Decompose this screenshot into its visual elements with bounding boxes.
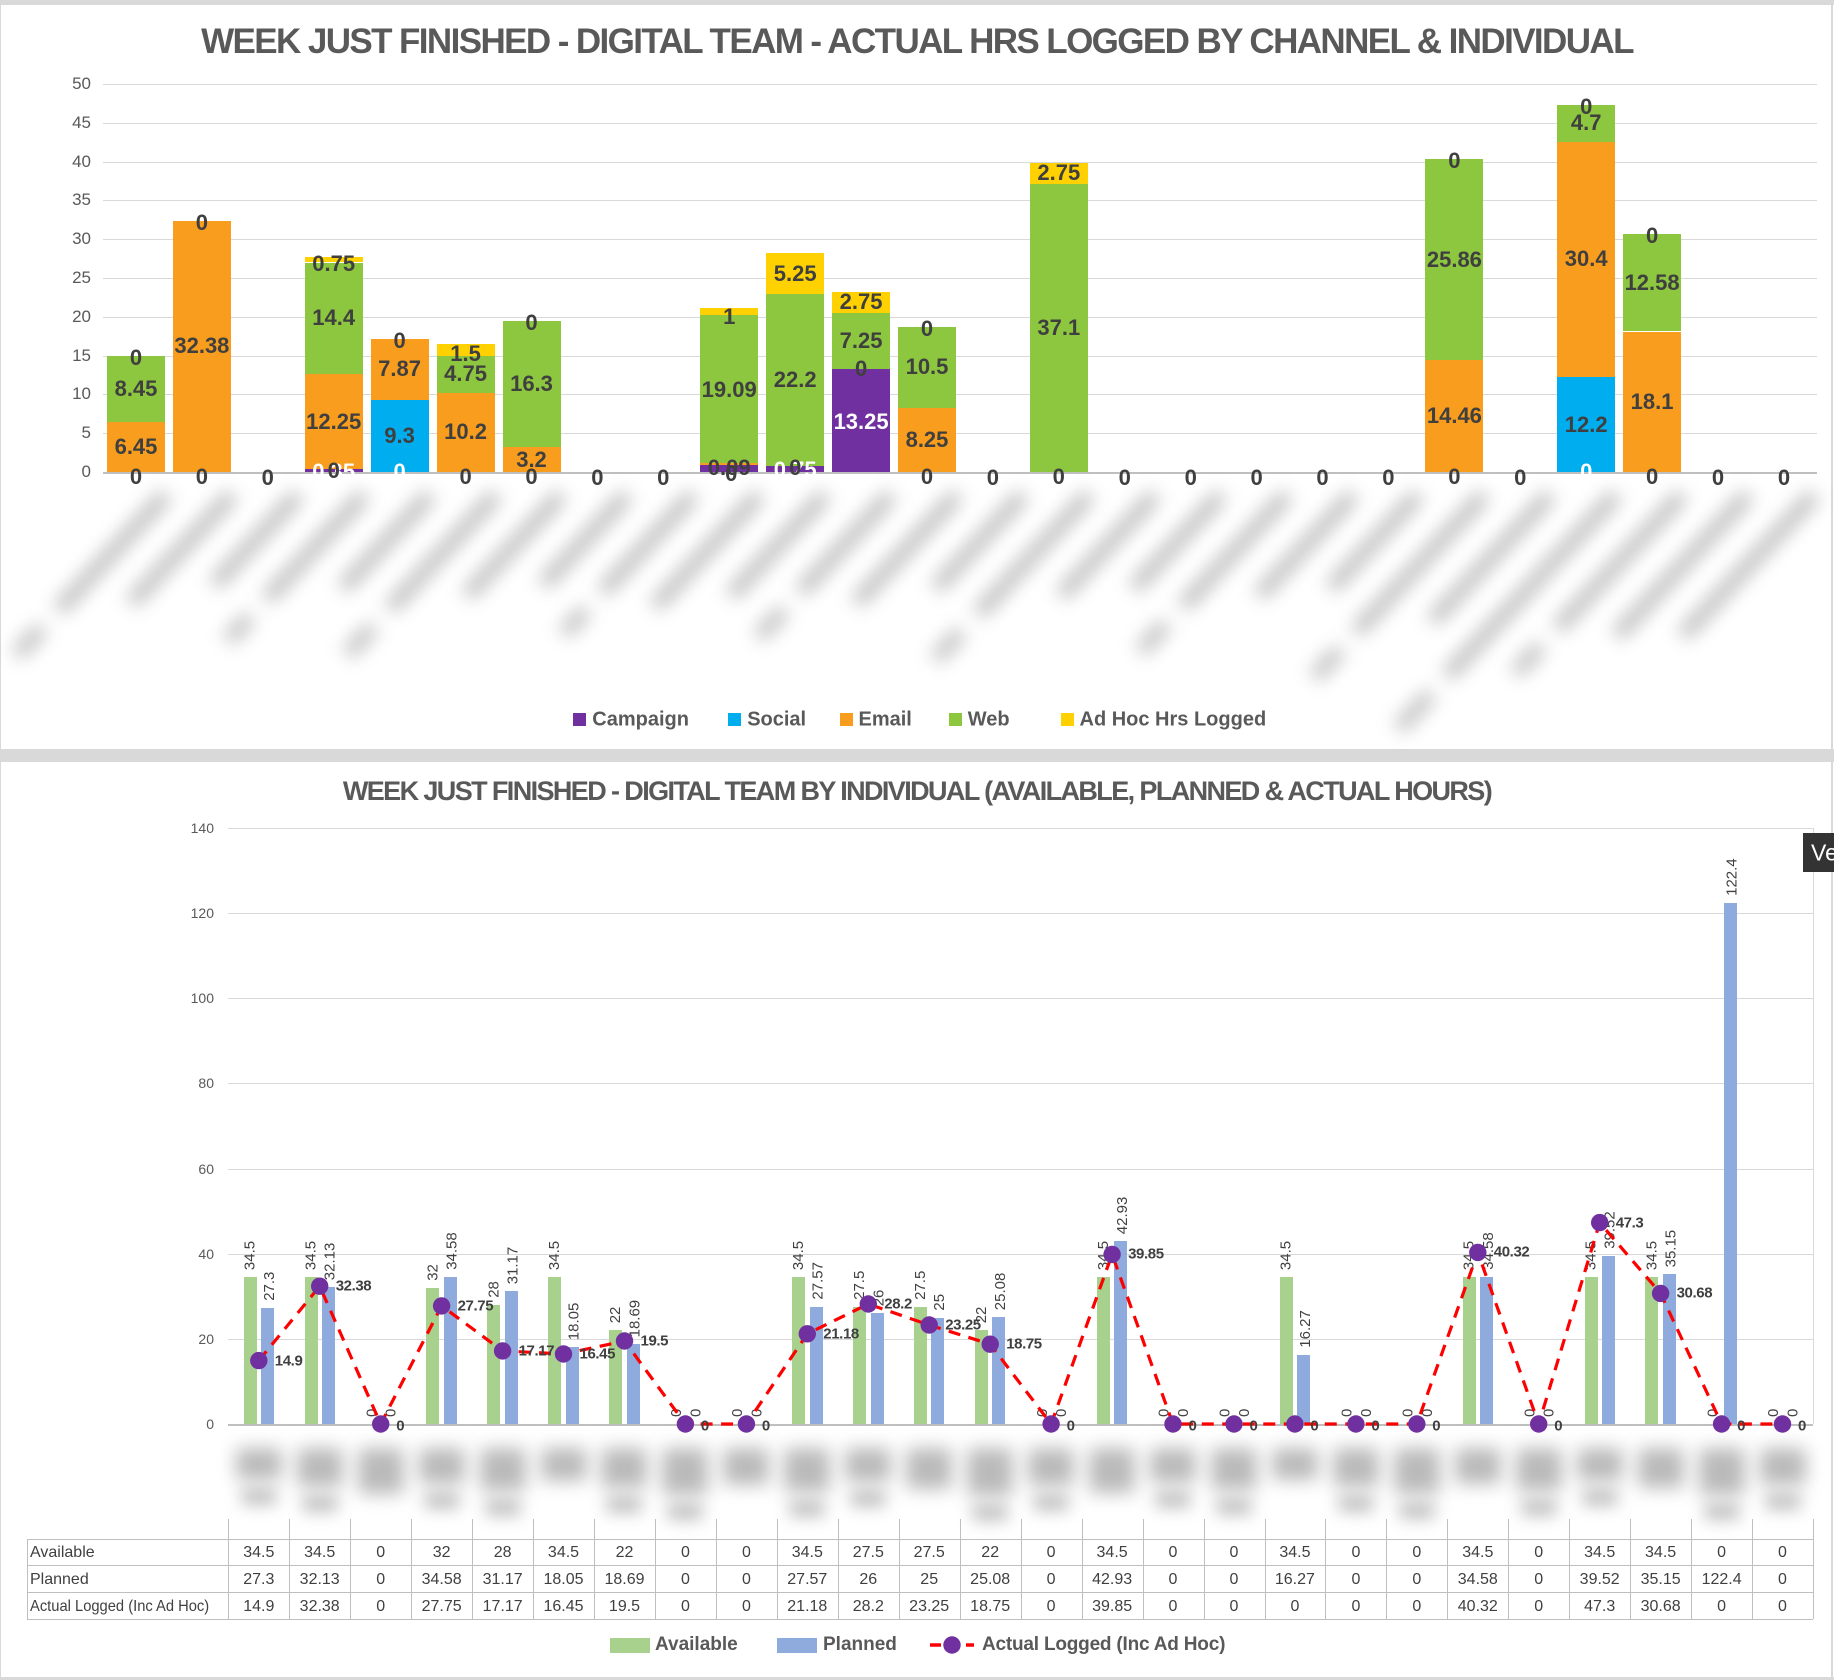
- svg-text:0: 0: [1339, 1409, 1356, 1417]
- svg-text:27.5: 27.5: [912, 1271, 929, 1300]
- svg-text:27.5: 27.5: [851, 1271, 868, 1300]
- svg-text:0: 0: [1704, 1409, 1721, 1417]
- svg-text:0: 0: [1053, 1409, 1070, 1417]
- svg-text:22: 22: [607, 1307, 624, 1324]
- svg-text:32.13: 32.13: [322, 1243, 339, 1281]
- svg-text:25.08: 25.08: [992, 1273, 1009, 1311]
- svg-text:34.5: 34.5: [546, 1241, 563, 1270]
- svg-text:0: 0: [1785, 1409, 1802, 1417]
- svg-text:0: 0: [748, 1409, 765, 1417]
- svg-text:0: 0: [363, 1409, 380, 1417]
- svg-text:122.4: 122.4: [1724, 858, 1741, 896]
- svg-text:0: 0: [1765, 1409, 1782, 1417]
- svg-text:35.15: 35.15: [1663, 1230, 1680, 1268]
- svg-text:0: 0: [1521, 1409, 1538, 1417]
- svg-text:0: 0: [1236, 1409, 1253, 1417]
- svg-text:34.5: 34.5: [242, 1241, 259, 1270]
- svg-text:16.27: 16.27: [1297, 1310, 1314, 1348]
- svg-text:34.5: 34.5: [1278, 1241, 1295, 1270]
- svg-text:0: 0: [1400, 1409, 1417, 1417]
- svg-text:27.3: 27.3: [261, 1272, 278, 1301]
- svg-text:34.5: 34.5: [1582, 1241, 1599, 1270]
- svg-text:0: 0: [1156, 1409, 1173, 1417]
- svg-text:18.05: 18.05: [566, 1303, 583, 1341]
- svg-text:34.5: 34.5: [302, 1241, 319, 1270]
- svg-text:32: 32: [424, 1264, 441, 1281]
- svg-text:34.58: 34.58: [1480, 1232, 1497, 1270]
- svg-text:34.5: 34.5: [790, 1241, 807, 1270]
- svg-text:22: 22: [973, 1307, 990, 1324]
- svg-text:34.58: 34.58: [444, 1232, 461, 1270]
- svg-text:28: 28: [485, 1281, 502, 1298]
- svg-text:0: 0: [1217, 1409, 1234, 1417]
- svg-text:42.93: 42.93: [1114, 1197, 1131, 1235]
- svg-text:18.69: 18.69: [627, 1300, 644, 1338]
- svg-text:0: 0: [1541, 1409, 1558, 1417]
- svg-text:0: 0: [1175, 1409, 1192, 1417]
- svg-text:0: 0: [729, 1409, 746, 1417]
- svg-text:31.17: 31.17: [505, 1247, 522, 1285]
- svg-text:34.5: 34.5: [1643, 1241, 1660, 1270]
- svg-text:0: 0: [1358, 1409, 1375, 1417]
- svg-text:0: 0: [383, 1409, 400, 1417]
- svg-text:25: 25: [931, 1294, 948, 1311]
- svg-text:0: 0: [687, 1409, 704, 1417]
- svg-text:0: 0: [1419, 1409, 1436, 1417]
- svg-text:27.57: 27.57: [809, 1262, 826, 1300]
